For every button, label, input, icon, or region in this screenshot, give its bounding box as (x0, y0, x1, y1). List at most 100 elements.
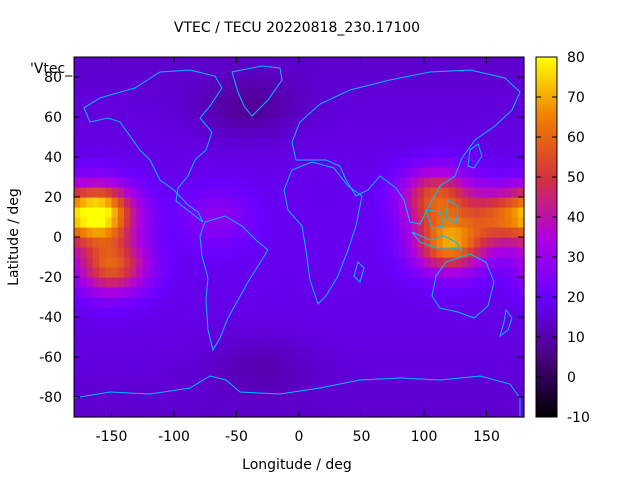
heatmap-cell (236, 97, 244, 108)
heatmap-cell (255, 117, 263, 128)
heatmap-cell (424, 187, 431, 198)
heatmap-cell (467, 217, 475, 228)
heatmap-cell (86, 237, 94, 248)
heatmap-cell (380, 57, 388, 68)
heatmap-cell (392, 207, 400, 218)
heatmap-cell (280, 127, 288, 138)
heatmap-cell (174, 367, 181, 378)
heatmap-cell (305, 407, 313, 418)
heatmap-cell (455, 247, 463, 258)
heatmap-cell (299, 307, 306, 318)
heatmap-cell (499, 197, 506, 208)
heatmap-cell (349, 57, 356, 68)
heatmap-cell (361, 257, 369, 268)
heatmap-cell (386, 57, 394, 68)
heatmap-cell (505, 87, 513, 98)
heatmap-cell (130, 297, 138, 308)
heatmap-cell (105, 197, 113, 208)
heatmap-cell (367, 87, 375, 98)
heatmap-cell (111, 107, 119, 118)
coastline-australia (431, 253, 495, 319)
heatmap-cell (249, 57, 256, 68)
heatmap-cell (267, 237, 275, 248)
heatmap-cell (324, 377, 331, 388)
heatmap-cell (167, 377, 175, 388)
heatmap-cell (492, 287, 500, 298)
heatmap-cell (174, 287, 181, 298)
heatmap-cell (111, 87, 119, 98)
heatmap-cell (124, 187, 131, 198)
heatmap-cell (236, 287, 244, 298)
heatmap-cell (230, 307, 238, 318)
heatmap-cell (374, 207, 381, 218)
heatmap-cell (392, 107, 400, 118)
heatmap-cell (386, 87, 394, 98)
heatmap-cell (424, 107, 431, 118)
heatmap-cell (242, 337, 250, 348)
heatmap-cell (311, 377, 319, 388)
heatmap-cell (342, 247, 350, 258)
heatmap-cell (361, 77, 369, 88)
heatmap-cell (230, 297, 238, 308)
heatmap-cell (124, 157, 131, 168)
heatmap-cell (236, 127, 244, 138)
heatmap-cell (505, 157, 513, 168)
heatmap-cell (186, 97, 194, 108)
heatmap-cell (92, 67, 100, 78)
heatmap-cell (299, 367, 306, 378)
heatmap-cell (436, 237, 444, 248)
heatmap-cell (380, 157, 388, 168)
heatmap-cell (174, 137, 181, 148)
heatmap-cell (280, 277, 288, 288)
heatmap-cell (355, 287, 363, 298)
heatmap-cell (192, 267, 200, 278)
heatmap-cell (380, 97, 388, 108)
heatmap-cell (292, 327, 300, 338)
heatmap-cell (130, 187, 138, 198)
heatmap-cell (80, 207, 88, 218)
heatmap-cell (255, 387, 263, 398)
heatmap-cell (217, 167, 225, 178)
heatmap-cell (324, 187, 331, 198)
heatmap-cell (392, 257, 400, 268)
heatmap-cell (117, 187, 125, 198)
heatmap-cell (342, 107, 350, 118)
heatmap-cell (136, 277, 144, 288)
heatmap-cell (467, 117, 475, 128)
heatmap-cell (411, 107, 419, 118)
heatmap-cell (324, 297, 331, 308)
heatmap-cell (436, 197, 444, 208)
heatmap-cell (442, 377, 450, 388)
heatmap-cell (324, 167, 331, 178)
heatmap-cell (199, 277, 206, 288)
heatmap-cell (486, 367, 494, 378)
heatmap-cell (505, 137, 513, 148)
heatmap-cell (374, 137, 381, 148)
heatmap-cell (430, 217, 438, 228)
heatmap-cell (505, 67, 513, 78)
heatmap-cell (99, 357, 106, 368)
heatmap-cell (417, 187, 425, 198)
heatmap-cell (174, 307, 181, 318)
heatmap-cell (92, 147, 100, 158)
heatmap-cell (149, 147, 156, 158)
coastline-antarctica (73, 375, 521, 418)
heatmap-cell (211, 397, 219, 408)
heatmap-cell (217, 247, 225, 258)
heatmap-cell (167, 367, 175, 378)
heatmap-cell (280, 57, 288, 68)
heatmap-cell (142, 97, 150, 108)
heatmap-cell (149, 137, 156, 148)
heatmap-cell (217, 197, 225, 208)
heatmap-cell (211, 237, 219, 248)
heatmap-cell (149, 57, 156, 68)
heatmap-cell (399, 317, 406, 328)
heatmap-cell (511, 317, 519, 328)
heatmap-cell (155, 117, 163, 128)
heatmap-cell (192, 167, 200, 178)
heatmap-cell (336, 227, 344, 238)
heatmap-cell (186, 67, 194, 78)
heatmap-cell (424, 337, 431, 348)
heatmap-cell (374, 287, 381, 298)
heatmap-cell (424, 227, 431, 238)
